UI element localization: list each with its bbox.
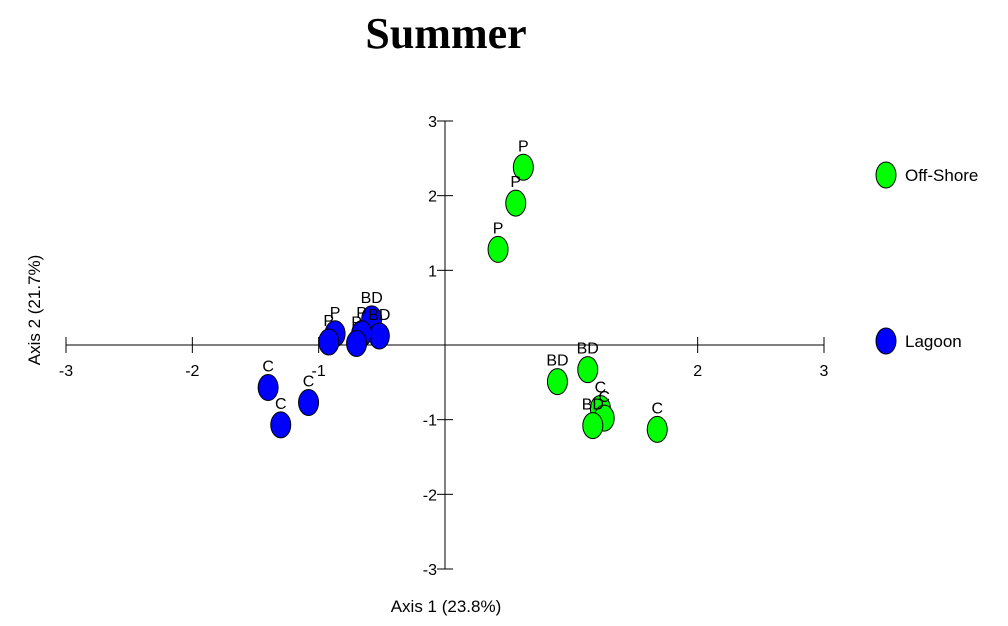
point-label: P [351, 315, 362, 332]
data-point [487, 235, 509, 263]
point-label: BD [577, 341, 599, 358]
data-point [512, 153, 534, 181]
point-label: P [510, 174, 521, 191]
point-label: C [595, 379, 607, 396]
x-tick-label: -1 [312, 363, 326, 380]
data-point [577, 356, 599, 384]
point-label: C [275, 396, 287, 413]
data-point [298, 388, 320, 416]
point-label: P [518, 138, 529, 155]
x-tick-label: 3 [820, 363, 829, 380]
legend: Off-Shore Lagoon [875, 161, 978, 355]
point-label: P [356, 305, 367, 322]
y-tick-label: -3 [423, 562, 437, 579]
data-point [257, 374, 279, 402]
point-label: C [262, 359, 274, 376]
data-point [346, 330, 368, 358]
y-tick-label: 1 [428, 263, 437, 280]
point-label: C [651, 400, 663, 417]
point-label: BD [368, 307, 390, 324]
point-label: BD [361, 290, 383, 307]
axes: -3 -2 -1 2 3 3 2 1 -1 -2 -3 [59, 114, 829, 579]
point-label: P [493, 220, 504, 237]
data-point [318, 328, 340, 356]
legend-marker [875, 327, 897, 355]
x-tick-label: 2 [693, 363, 702, 380]
y-tick-label: 2 [428, 189, 437, 206]
data-point [368, 322, 390, 350]
point-label: P [323, 313, 334, 330]
y-tick-label: -1 [423, 413, 437, 430]
point-label: C [303, 373, 315, 390]
legend-marker [875, 161, 897, 189]
data-point [505, 189, 527, 217]
legend-label: Off-Shore [905, 166, 978, 185]
data-point [646, 415, 668, 443]
data-point [270, 411, 292, 439]
y-tick-label: 3 [428, 114, 437, 131]
data-point [582, 412, 604, 440]
chart-title: Summer [365, 9, 526, 58]
y-axis-title: Axis 2 (21.7%) [25, 255, 44, 366]
point-label: BD [546, 353, 568, 370]
data-point [546, 368, 568, 396]
point-label: BD [582, 397, 604, 414]
x-axis-title: Axis 1 (23.8%) [391, 597, 502, 616]
point-label: P [330, 305, 341, 322]
x-tick-label: -3 [59, 363, 73, 380]
legend-label: Lagoon [905, 332, 962, 351]
x-tick-label: -2 [185, 363, 199, 380]
y-tick-label: -2 [423, 487, 437, 504]
point-label: C [598, 389, 610, 406]
